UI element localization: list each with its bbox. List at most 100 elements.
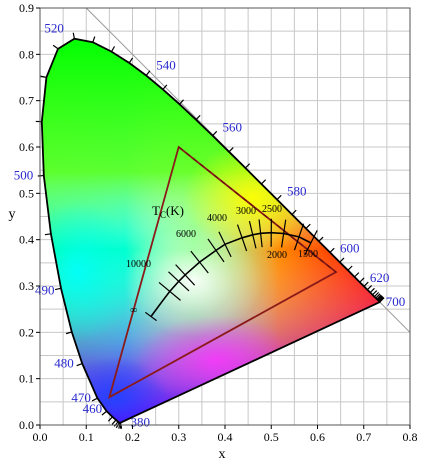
locus-tick xyxy=(363,281,369,287)
locus-tick xyxy=(76,362,83,367)
x-tick-label: 0.6 xyxy=(310,430,325,444)
locus-tick xyxy=(366,285,373,291)
wavelength-label-380: 380 xyxy=(131,415,151,430)
locus-tick xyxy=(113,421,119,427)
locus-tick xyxy=(111,419,117,425)
x-tick-label: 0.0 xyxy=(33,430,48,444)
locus-tick xyxy=(329,247,335,253)
y-tick-label: 0.7 xyxy=(19,94,34,108)
locus-tick xyxy=(377,295,383,301)
x-tick-label: 0.8 xyxy=(403,430,418,444)
y-tick-label: 0.8 xyxy=(19,47,34,61)
wavelength-label-580: 580 xyxy=(287,184,307,199)
locus-tick xyxy=(376,294,382,300)
isotherm xyxy=(304,230,318,256)
temperature-label-1: 6000 xyxy=(176,229,196,240)
locus-tick xyxy=(55,287,62,291)
locus-tick xyxy=(65,331,72,335)
y-tick-label: 0.9 xyxy=(19,1,34,15)
temperature-label-0: 10000 xyxy=(126,259,151,270)
x-tick-label: 0.1 xyxy=(79,430,94,444)
spectral-locus-ticks xyxy=(35,32,385,429)
fill-white xyxy=(122,226,263,337)
axes: 0.0 0.1 0.2 0.3 0.4 0.5 0.6 0.7 0.8 0.0 0.1 0.2 0.3 0… xyxy=(19,1,418,444)
locus-tick xyxy=(339,257,345,263)
locus-tick xyxy=(101,410,107,416)
dashed-line xyxy=(178,146,337,273)
isotherm xyxy=(293,223,305,251)
locus-tick xyxy=(52,44,59,50)
tc-label-sub: C xyxy=(160,210,166,220)
locus-tick xyxy=(359,277,365,283)
tc-label-unit: (K) xyxy=(166,203,184,218)
fill-cyan xyxy=(41,202,137,343)
tc-label: TC(K) xyxy=(152,203,184,220)
locus-tick xyxy=(72,32,75,39)
isotherm xyxy=(144,311,157,322)
wavelength-label-500: 500 xyxy=(14,168,34,183)
locus-tick xyxy=(354,272,360,278)
wavelength-label-620: 620 xyxy=(370,270,390,285)
locus-tick xyxy=(369,287,375,293)
y-tick-label: 0.5 xyxy=(19,186,34,200)
wavelength-label-600: 600 xyxy=(340,240,360,255)
x-tick-label: 0.5 xyxy=(264,430,279,444)
isotherm xyxy=(248,221,257,249)
locus-tick xyxy=(373,291,380,298)
locus-tick xyxy=(111,46,116,52)
wavelength-label-700: 700 xyxy=(386,294,406,309)
y-tick-label: 0.6 xyxy=(19,140,34,154)
locus-tick xyxy=(118,422,121,429)
isotherm xyxy=(190,250,209,274)
isotherm xyxy=(175,264,196,286)
isotherm xyxy=(168,271,190,292)
spectral-locus xyxy=(40,37,381,424)
x-tick-label: 0.7 xyxy=(356,430,371,444)
y-tick-label: 0.3 xyxy=(19,279,34,293)
wavelength-label-460: 460 xyxy=(83,401,103,416)
isotherm xyxy=(236,224,248,252)
locus-tick xyxy=(291,209,297,215)
locus-tick xyxy=(318,236,324,242)
locus-tick xyxy=(145,70,151,76)
y-axis-title: y xyxy=(9,207,16,222)
locus-tick xyxy=(195,114,201,121)
temperature-label-2: 4000 xyxy=(207,213,227,224)
y-tick-label: 0.0 xyxy=(19,418,34,432)
wavelength-label-520: 520 xyxy=(44,21,64,36)
x-tick-label: 0.3 xyxy=(171,430,186,444)
isotherm xyxy=(207,238,225,263)
locus-tick xyxy=(91,397,98,402)
locus-tick xyxy=(372,290,378,296)
temperature-label-7: ∞ xyxy=(130,305,137,316)
temperature-labels: 10000 6000 4000 3000 2500 2000 1500 ∞ xyxy=(126,204,318,316)
isotherm xyxy=(280,219,287,248)
x-axis-title: x xyxy=(219,447,226,462)
locus-tick xyxy=(228,147,234,153)
locus-tick xyxy=(347,265,353,271)
spectral-locus-fill xyxy=(41,38,380,423)
locus-tick xyxy=(261,179,267,185)
temperature-label-3: 3000 xyxy=(236,206,256,217)
locus-tick xyxy=(375,293,381,299)
wavelength-label-470: 470 xyxy=(71,390,91,405)
wavelength-label-490: 490 xyxy=(35,282,55,297)
y-tick-label: 0.1 xyxy=(19,372,34,386)
isotherm xyxy=(158,282,181,301)
locus-tick xyxy=(107,416,113,422)
locus-tick xyxy=(276,194,282,200)
wavelength-label-540: 540 xyxy=(156,58,176,73)
y-tick-label: 0.4 xyxy=(19,233,34,247)
x-tick-label: 0.2 xyxy=(125,430,140,444)
temperature-label-4: 2500 xyxy=(262,204,282,215)
locus-tick xyxy=(92,36,96,43)
isotherm xyxy=(218,231,232,258)
locus-tick xyxy=(162,84,168,90)
wavelength-label-560: 560 xyxy=(223,120,243,135)
locus-tick xyxy=(244,163,251,169)
temperature-label-5: 2000 xyxy=(267,250,287,261)
x-tick-label: 0.4 xyxy=(218,430,233,444)
locus-tick xyxy=(305,223,311,229)
